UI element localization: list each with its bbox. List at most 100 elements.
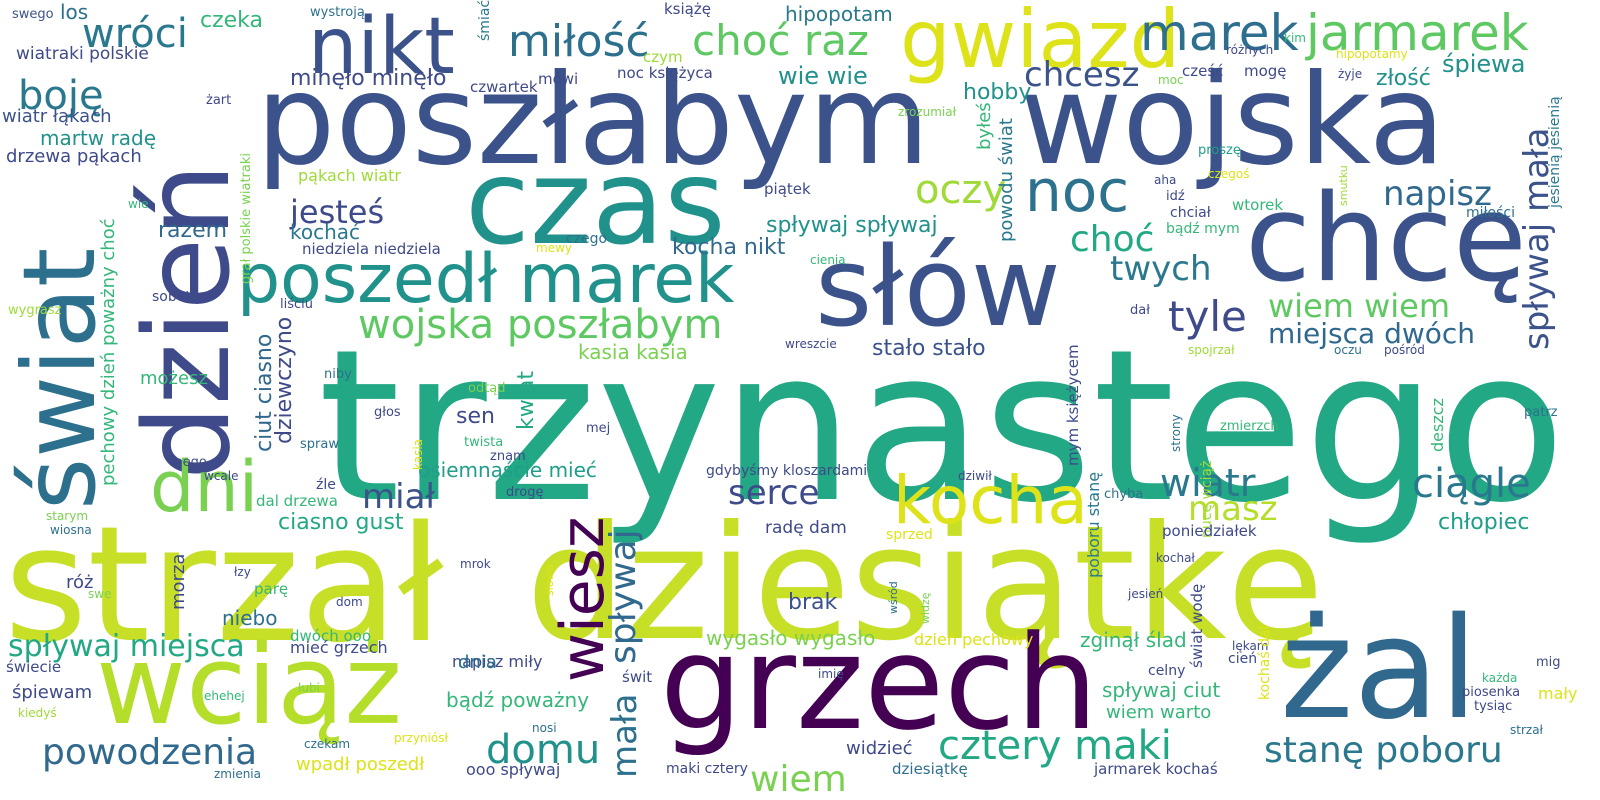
word-twista: twista xyxy=(464,435,504,450)
word-dal-drzewa: dal drzewa xyxy=(256,492,338,510)
word-ksiaze: książę xyxy=(664,0,711,18)
word-spiewam: śpiewam xyxy=(12,682,93,703)
word-czas: czas xyxy=(465,133,726,271)
word-cien: cień xyxy=(1228,651,1258,667)
word-powodzenia: powodzenia xyxy=(42,732,258,773)
word-wsrod: wśród xyxy=(887,581,900,614)
word-kiedys: kiedyś xyxy=(18,706,57,720)
word-wciaz: wciąż xyxy=(96,621,403,749)
word-niebo: niebo xyxy=(222,606,278,630)
word-mrok: mrok xyxy=(460,557,491,571)
word-gdybysmy-kloszardami: gdybyśmy kloszardami xyxy=(706,463,868,479)
word-zal: żal xyxy=(1280,588,1479,751)
word-dzien-pechowy: dzień pechowy xyxy=(914,630,1034,649)
word-osiemnascie-miec: osiemnaście mieć xyxy=(418,458,597,482)
word-imie: imię xyxy=(818,667,844,681)
word-lzy: łzy xyxy=(234,565,251,579)
word-smutku: smutku xyxy=(1337,165,1350,206)
word-swe: swe xyxy=(88,587,112,601)
word-ciagle: ciągle xyxy=(1412,461,1531,507)
word-kwiat: kwiat xyxy=(514,371,539,430)
word-miejsca-dwoch: miejsca dwóch xyxy=(1268,317,1476,350)
word-noc-ksiezyca: noc księżyca xyxy=(617,64,713,82)
word-aha: aha xyxy=(1154,173,1177,187)
word-wcale: wcale xyxy=(204,469,239,483)
word-lubi: lubi xyxy=(298,681,320,695)
word-mej: mej xyxy=(586,421,611,436)
word-slowa: słowa xyxy=(543,564,556,596)
word-jestes: jesteś xyxy=(290,193,385,231)
word-dni: dni xyxy=(150,446,259,528)
word-splywaj-ciut: spływaj ciut xyxy=(1102,678,1221,702)
word-niby: niby xyxy=(324,367,352,382)
word-byles: byłeś xyxy=(974,102,995,150)
word-badz-powazny: bądź poważny xyxy=(446,688,590,712)
word-piatek: piątek xyxy=(764,180,811,198)
word-chcial: chciał xyxy=(1170,205,1211,221)
word-sen: sen xyxy=(456,404,495,429)
word-mial: miał xyxy=(362,477,436,517)
word-swiecie: świecie xyxy=(6,658,62,676)
word-martw-rade: martw radę xyxy=(40,126,156,150)
word-gral-polskie-wiatraki: grał polskie wiatraki xyxy=(239,152,254,284)
word-czesc: cześć xyxy=(1182,62,1224,80)
word-poniedzialek: poniedziałek xyxy=(1162,522,1257,540)
word-ehehej: ehehej xyxy=(204,689,245,703)
word-wystroja: wystroją xyxy=(310,5,365,20)
word-spraw: spraw xyxy=(300,437,339,452)
word-serce: serce xyxy=(728,473,820,513)
word-hipopotamy: hipopotamy xyxy=(1336,47,1408,61)
word-tyle: tyle xyxy=(1168,292,1247,341)
word-roznych: różnych xyxy=(1226,43,1274,57)
word-smiac: śmiać xyxy=(477,0,493,42)
word-droge: drogę xyxy=(506,485,544,500)
word-przyniosl: przyniósł xyxy=(394,731,448,745)
word-widziec: widzieć xyxy=(846,738,913,759)
word-ooo-splywaj: ooo spływaj xyxy=(466,760,561,779)
word-morza: morza xyxy=(168,553,189,610)
word-wie-wie: wie wie xyxy=(778,62,868,90)
word-glos: głos xyxy=(374,405,401,420)
word-cztery-maki: cztery maki xyxy=(938,723,1172,769)
word-dziwil: dziwił xyxy=(958,469,992,483)
word-kochas-dal: kochaś dal xyxy=(1257,625,1273,700)
word-kochac: kochać xyxy=(290,220,361,244)
word-deszcz: deszcz xyxy=(1428,398,1447,452)
word-wiatr: wiatr xyxy=(1160,461,1256,505)
word-wygrasz: wygrasz xyxy=(8,303,62,318)
word-czekam: czekam xyxy=(304,737,351,751)
word-rade-dam: radę dam xyxy=(765,518,847,538)
word-twych: twych xyxy=(1110,249,1212,289)
word-strzal-small: strzał xyxy=(1510,723,1543,737)
word-patrz: patrz xyxy=(1524,405,1558,420)
word-wiem: wiem xyxy=(750,759,847,800)
word-kim: kim xyxy=(1284,31,1306,45)
word-splywaj-miejsca: spływaj miejsca xyxy=(8,629,245,664)
word-powodu-swiat: powodu świat xyxy=(996,118,1017,242)
word-widze: widzę xyxy=(919,592,932,624)
word-wiem-wiem: wiem wiem xyxy=(1268,287,1451,325)
word-dziewczyno: dziewczyno xyxy=(272,316,297,444)
word-posrod: pośród xyxy=(1384,343,1425,357)
word-cienia: cienia xyxy=(810,253,846,267)
word-czeka: czeka xyxy=(200,8,264,33)
word-prosze: proszę xyxy=(1198,143,1241,158)
word-chyba: chyba xyxy=(1104,487,1144,502)
word-miec-grzech: mieć grzech xyxy=(290,638,388,657)
word-zart: żart xyxy=(206,93,232,108)
word-starym: starym xyxy=(46,509,89,523)
word-dwoch-ooo: dwóch ooo xyxy=(290,627,372,645)
word-poszlabym: poszłabym xyxy=(256,48,930,193)
word-badz-mym: bądź mym xyxy=(1166,221,1240,237)
word-milosc: miłość xyxy=(508,16,650,67)
word-kazda: każda xyxy=(1482,671,1518,685)
word-kasia-small: kasia xyxy=(411,438,425,470)
word-kasia-kasia: kasia kasia xyxy=(578,340,688,364)
word-mowi: mówi xyxy=(538,70,579,88)
word-zrozumial: zrozumiał xyxy=(898,105,957,119)
word-swego: swego xyxy=(12,7,54,22)
word-choc-raz: choć raz xyxy=(692,16,869,65)
word-zmienia: zmienia xyxy=(214,767,261,781)
word-dal: dał xyxy=(1130,303,1150,318)
word-stane-poboru: stanę poboru xyxy=(1264,730,1503,771)
